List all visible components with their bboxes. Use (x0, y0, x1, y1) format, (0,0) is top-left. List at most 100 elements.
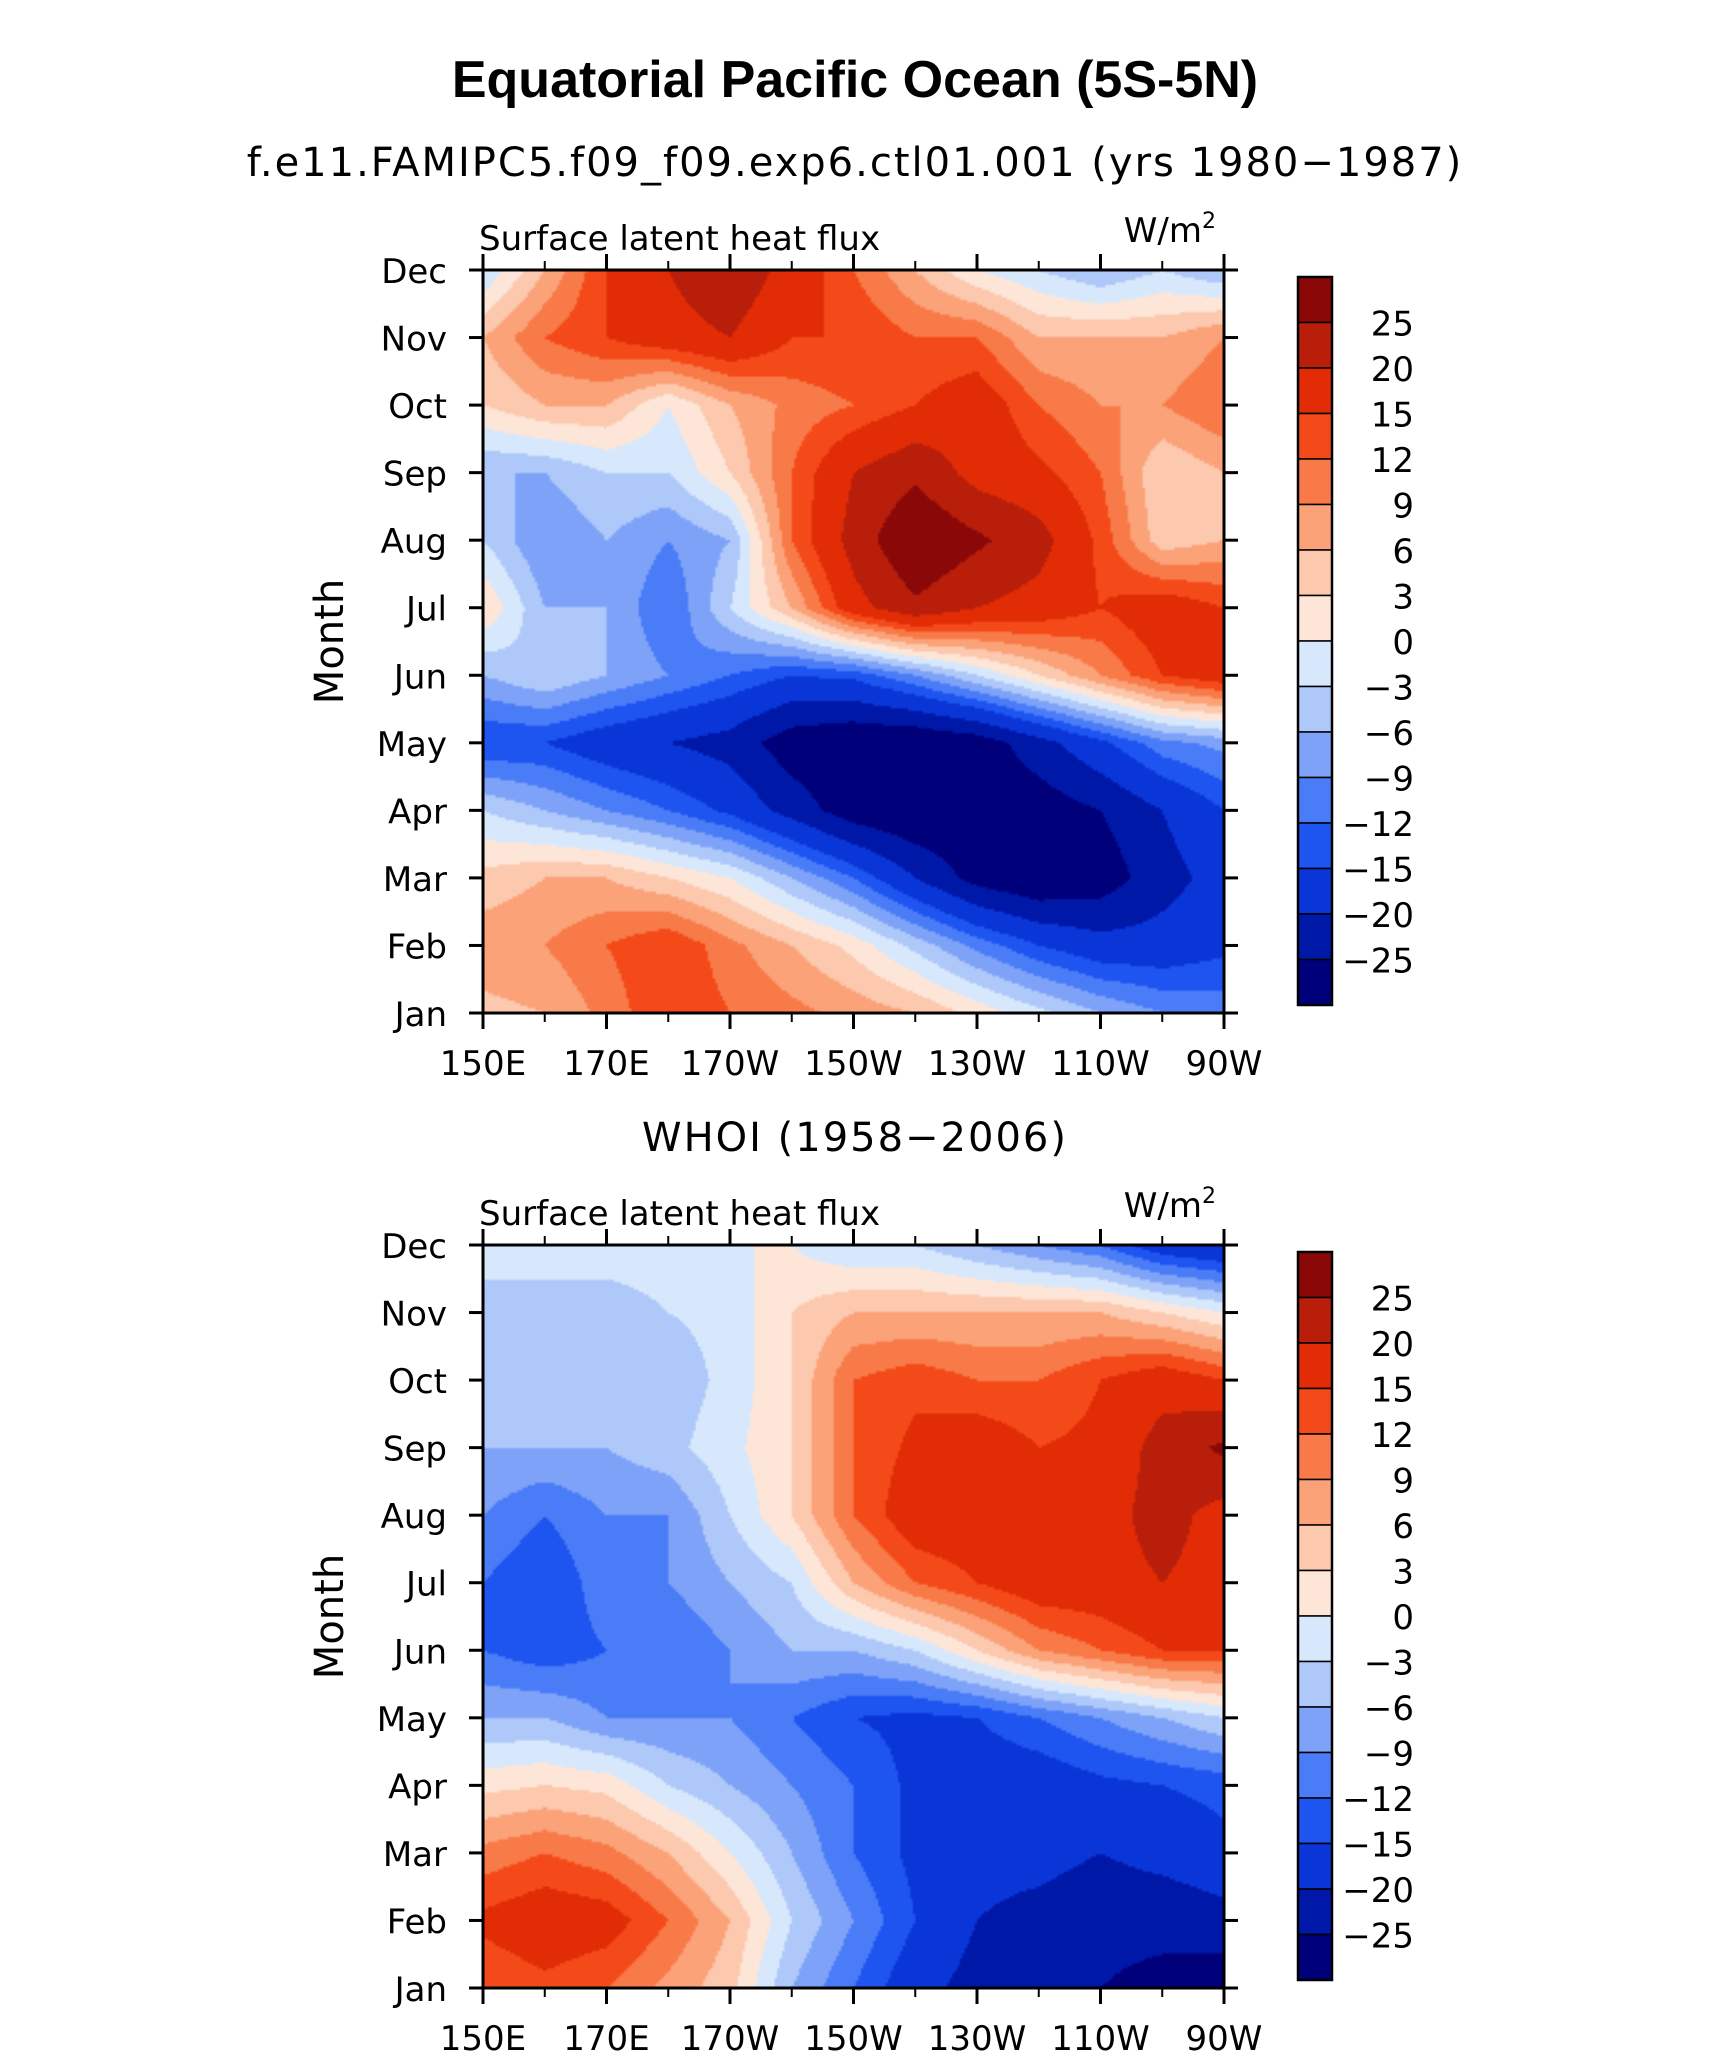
y-tick-label: Mar (383, 1835, 447, 1875)
colorbar-swatch (1297, 1387, 1333, 1435)
units-label: W/m2 (1124, 1184, 1216, 1226)
colorbar-swatch (1297, 1569, 1333, 1617)
y-tick-label: Aug (381, 1497, 447, 1537)
colorbar-swatch (1297, 503, 1333, 551)
colorbar-swatch (1297, 1933, 1333, 1981)
colorbar-label: 20 (1371, 1325, 1414, 1365)
colorbar-label: −20 (1342, 1871, 1414, 1911)
x-tick-label: 130W (928, 1044, 1027, 1084)
colorbar-frame (1296, 1250, 1334, 1982)
units-label: W/m2 (1124, 209, 1216, 251)
colorbar-label: 6 (1392, 1507, 1414, 1547)
colorbar-label: 9 (1392, 1462, 1414, 1502)
colorbar-frame (1296, 275, 1334, 1007)
colorbar-label: 0 (1392, 1598, 1414, 1638)
colorbar-swatch (1297, 1296, 1333, 1344)
colorbar-label: −15 (1342, 1826, 1414, 1866)
colorbar-swatch (1297, 1433, 1333, 1481)
colorbar-swatch (1297, 1706, 1333, 1754)
colorbar-swatch (1297, 1888, 1333, 1936)
colorbar-swatch (1297, 367, 1333, 415)
x-tick-label: 90W (1186, 1044, 1263, 1084)
y-tick-label: Dec (381, 1227, 447, 1267)
x-tick-label: 150W (804, 1044, 903, 1084)
heatmap-panel-1: Jan Feb Mar Apr May Jun Jul Aug Sep Oct Nov Dec 150E… (307, 209, 1414, 1084)
panel-2-title: WHOI (1958−2006) (642, 1115, 1068, 1161)
y-tick-label: Jan (393, 995, 447, 1035)
x-tick-label: 170W (681, 2019, 780, 2059)
colorbar-swatch (1297, 1342, 1333, 1390)
heatmap-panel-2: Jan Feb Mar Apr May Jun Jul Aug Sep Oct Nov Dec 150E… (307, 1184, 1414, 2059)
colorbar-label: −12 (1342, 1780, 1414, 1820)
y-tick-label: Feb (387, 927, 447, 967)
x-tick-label: 170E (563, 1044, 649, 1084)
x-tick-label: 170W (681, 1044, 780, 1084)
colorbar-swatch (1297, 685, 1333, 733)
colorbar-label: −3 (1364, 669, 1414, 709)
colorbar-swatch (1297, 1615, 1333, 1663)
panel-1-title: f.e11.FAMIPC5.f09_f09.exp6.ctl01.001 (yr… (246, 140, 1464, 186)
y-axis-title: Month (307, 579, 353, 704)
x-tick-label: 130W (928, 2019, 1027, 2059)
units-exponent: 2 (1202, 1184, 1216, 1209)
y-tick-label: Sep (383, 455, 447, 495)
y-axis-title: Month (307, 1554, 353, 1679)
colorbar-label: −25 (1342, 1917, 1414, 1957)
y-tick-label: Apr (388, 1767, 447, 1807)
colorbar-swatch (1297, 822, 1333, 870)
y-tick-label: Aug (381, 522, 447, 562)
colorbar-label: −25 (1342, 942, 1414, 982)
colorbar-swatch (1297, 1251, 1333, 1299)
y-tick-label: Feb (387, 1902, 447, 1942)
colorbar-swatch (1297, 549, 1333, 597)
heatmap-field (483, 270, 1224, 1013)
units-exponent: 2 (1202, 209, 1216, 234)
colorbar-swatch (1297, 1478, 1333, 1526)
colorbar-label: 25 (1371, 305, 1414, 345)
variable-label: Surface latent heat flux (479, 1194, 880, 1234)
colorbar-swatch (1297, 594, 1333, 642)
colorbar-label: 6 (1392, 532, 1414, 572)
y-tick-label: May (377, 1700, 447, 1740)
colorbar-swatch (1297, 1751, 1333, 1799)
colorbar-swatch (1297, 731, 1333, 779)
colorbar-label: −6 (1364, 1689, 1414, 1729)
colorbar-swatch (1297, 640, 1333, 688)
colorbar-swatch (1297, 1842, 1333, 1890)
colorbar-label: 15 (1371, 1371, 1414, 1411)
colorbar-label: 3 (1392, 1553, 1414, 1593)
y-tick-label: Mar (383, 860, 447, 900)
colorbar-label: 3 (1392, 578, 1414, 618)
x-tick-label: 170E (563, 2019, 649, 2059)
x-tick-label: 150W (804, 2019, 903, 2059)
y-tick-label: Sep (383, 1430, 447, 1470)
colorbar-swatch (1297, 867, 1333, 915)
x-tick-label: 110W (1051, 1044, 1150, 1084)
colorbar-label: 12 (1371, 441, 1414, 481)
heatmap-field (483, 1245, 1224, 1988)
units-base: W/m (1124, 1186, 1202, 1226)
colorbar-label: 25 (1371, 1280, 1414, 1320)
y-tick-label: Jul (404, 1565, 447, 1605)
y-tick-label: Jun (392, 657, 447, 697)
y-tick-label: Nov (381, 1295, 447, 1335)
colorbar-label: −12 (1342, 805, 1414, 845)
x-tick-label: 90W (1186, 2019, 1263, 2059)
y-tick-label: Apr (388, 792, 447, 832)
colorbar-label: −6 (1364, 714, 1414, 754)
colorbar-swatch (1297, 913, 1333, 961)
colorbar-swatch (1297, 1660, 1333, 1708)
colorbar-label: −3 (1364, 1644, 1414, 1684)
colorbar-swatch (1297, 321, 1333, 369)
colorbar-swatch (1297, 1524, 1333, 1572)
colorbar-label: −9 (1364, 760, 1414, 800)
colorbar-swatch (1297, 958, 1333, 1006)
y-tick-label: Nov (381, 320, 447, 360)
colorbar-label: −15 (1342, 851, 1414, 891)
colorbar-swatch (1297, 276, 1333, 324)
colorbar-label: −20 (1342, 896, 1414, 936)
colorbar-label: 9 (1392, 487, 1414, 527)
y-tick-label: Oct (388, 387, 447, 427)
